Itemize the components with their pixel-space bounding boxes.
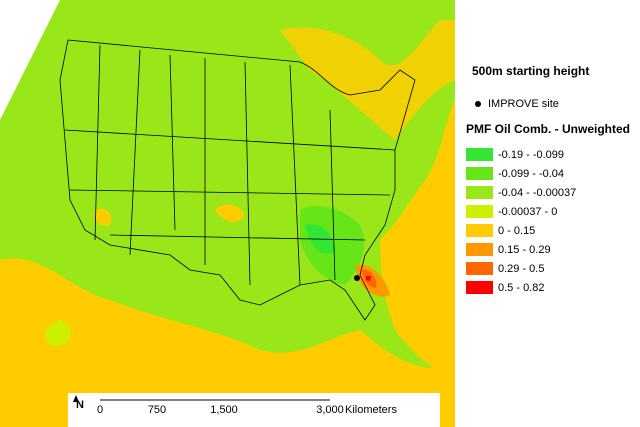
legend-label: -0.04 - -0.00037 bbox=[498, 187, 576, 199]
legend-swatch bbox=[466, 243, 493, 256]
patch-north bbox=[280, 20, 455, 140]
legend-swatch bbox=[466, 205, 493, 218]
legend-swatch bbox=[466, 148, 493, 161]
patch-west bbox=[94, 208, 112, 226]
legend-swatch bbox=[466, 224, 493, 237]
legend-label: 0.5 - 0.82 bbox=[498, 282, 544, 294]
us-outline bbox=[59, 39, 416, 321]
improve-site-marker bbox=[354, 275, 360, 281]
north-arrow bbox=[73, 395, 79, 402]
scale-label: 750 bbox=[148, 404, 166, 416]
scale-bar-box bbox=[68, 393, 440, 427]
legend-label: -0.099 - -0.04 bbox=[498, 168, 564, 180]
legend-swatch bbox=[466, 281, 493, 294]
projection-edge bbox=[0, 0, 60, 120]
scale-unit: Kilometers bbox=[345, 404, 397, 416]
patch-sw bbox=[44, 320, 71, 346]
map: N 0 750 1,500 3,000 Kilometers bbox=[0, 0, 455, 427]
legend-label: 0 - 0.15 bbox=[498, 225, 535, 237]
legend-title: PMF Oil Comb. - Unweighted bbox=[466, 122, 630, 136]
site-label: IMPROVE site bbox=[488, 98, 559, 110]
scale-label: 0 bbox=[97, 404, 103, 416]
north-label: N bbox=[76, 399, 84, 411]
legend: 500m starting height IMPROVE site PMF Oi… bbox=[466, 64, 630, 294]
legend-swatch bbox=[466, 186, 493, 199]
map-title: 500m starting height bbox=[472, 64, 589, 78]
scale-label: 1,500 bbox=[210, 404, 238, 416]
patch-central bbox=[215, 204, 245, 222]
scale-label: 3,000 bbox=[316, 404, 344, 416]
legend-label: 0.29 - 0.5 bbox=[498, 263, 544, 275]
site-symbol bbox=[475, 101, 481, 107]
patch-florida-max bbox=[366, 276, 371, 281]
legend-label: 0.15 - 0.29 bbox=[498, 244, 551, 256]
legend-swatch bbox=[466, 262, 493, 275]
legend-label: -0.19 - -0.099 bbox=[498, 149, 564, 161]
legend-label: -0.00037 - 0 bbox=[498, 206, 557, 218]
state-lines bbox=[64, 44, 396, 286]
ocean-atlantic bbox=[380, 100, 455, 380]
legend-swatch bbox=[466, 167, 493, 180]
ocean-south bbox=[0, 258, 455, 427]
